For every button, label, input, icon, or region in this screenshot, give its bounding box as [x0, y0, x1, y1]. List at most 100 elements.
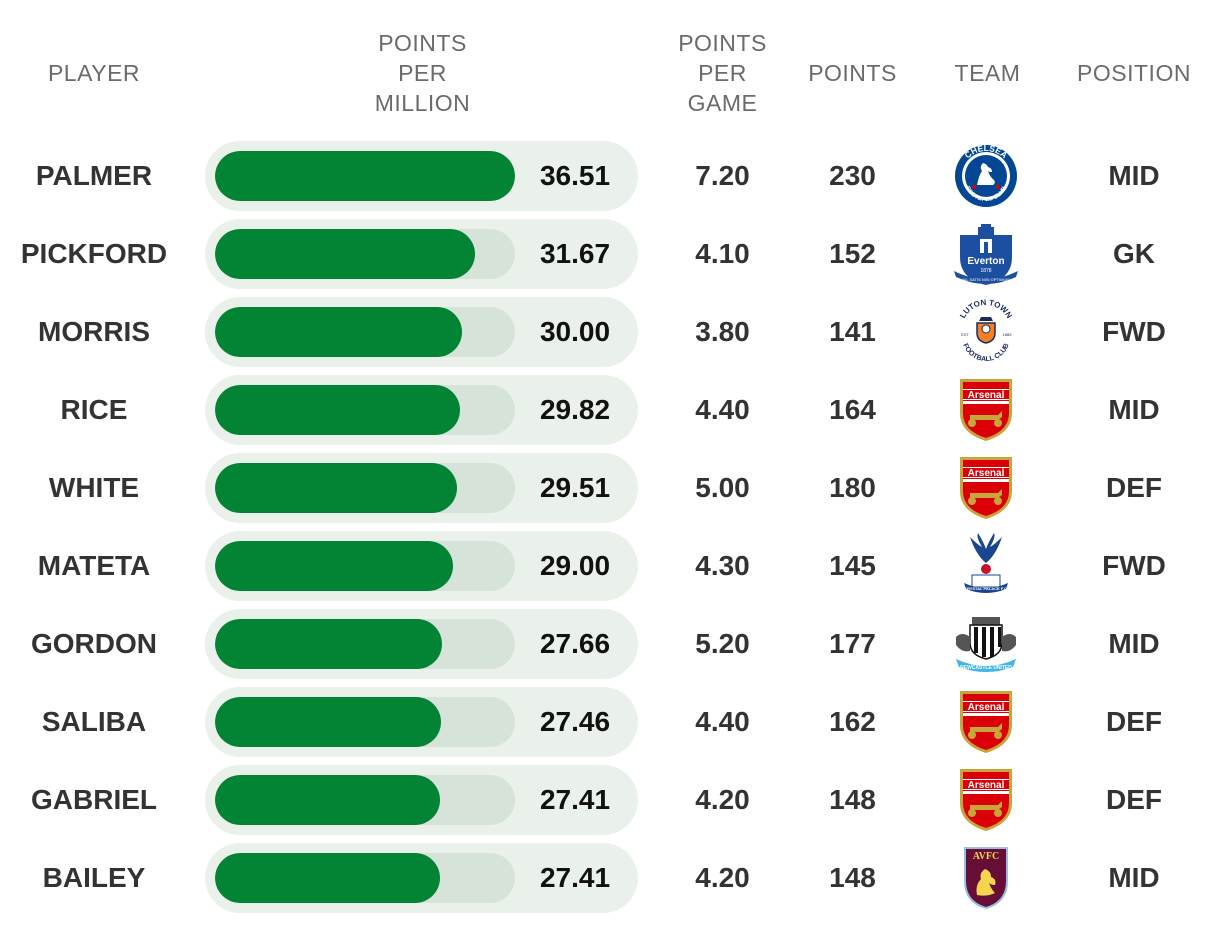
points-per-game-value: 4.40 [695, 394, 750, 425]
ppm-bar-fill [215, 697, 441, 747]
ppm-bar-fill [215, 229, 476, 279]
everton-crest-icon: Everton 1878 NIL SATIS NISI OPTIMUM [950, 221, 1022, 287]
points-value: 148 [829, 784, 876, 815]
points-value: 164 [829, 394, 876, 425]
player-name: MORRIS [38, 316, 150, 347]
ppm-bar-fill [215, 775, 441, 825]
points-value: 145 [829, 550, 876, 581]
ppm-bar-background: 27.41 [205, 843, 638, 913]
arsenal-crest-icon: Arsenal [950, 455, 1022, 521]
svg-text:1878: 1878 [980, 268, 991, 274]
svg-text:FOOTBALL CLUB: FOOTBALL CLUB [961, 343, 1010, 364]
ppm-value: 29.51 [539, 472, 611, 503]
chelsea-crest-icon: CHELSEA FOOTBALL CLUB [950, 143, 1022, 209]
ppm-value: 30.00 [539, 316, 611, 347]
ppm-value: 36.51 [539, 160, 611, 191]
ppm-bar-fill [215, 307, 462, 357]
ppm-bar-fill [215, 541, 454, 591]
ppm-bar-background: 31.67 [205, 219, 638, 289]
ppm-bar-background: 27.41 [205, 765, 638, 835]
position-value: MID [1108, 394, 1160, 425]
aston-villa-crest-icon: AVFC [950, 845, 1022, 911]
points-per-game-value: 4.10 [695, 238, 750, 269]
ppm-bar-track [215, 229, 515, 279]
svg-text:AVFC: AVFC [973, 851, 999, 862]
table-row: WHITE 29.51 5.00 180 Arsenal DEF [0, 453, 1214, 523]
position-value: MID [1108, 160, 1160, 191]
points-per-game-value: 4.20 [695, 862, 750, 893]
ppm-bar-fill [215, 853, 441, 903]
ppm-bar-background: 30.00 [205, 297, 638, 367]
points-value: 177 [829, 628, 876, 659]
header-player: PLAYER [47, 60, 141, 86]
table-row: RICE 29.82 4.40 164 Arsenal MID [0, 375, 1214, 445]
player-name: BAILEY [42, 862, 146, 893]
header-position: POSITION [1077, 60, 1191, 86]
ppm-bar-track [215, 151, 515, 201]
points-per-game-value: 3.80 [695, 316, 750, 347]
table-row: GORDON 27.66 5.20 177 NEWCASTLE UNITED M… [0, 609, 1214, 679]
luton-town-crest-icon: LUTON TOWN FOOTBALL CLUB EST 1885 [950, 299, 1022, 365]
ppm-value: 31.67 [539, 238, 611, 269]
header-points-per-game: POINTS PER GAME [678, 30, 767, 116]
ppm-bar-background: 29.51 [205, 453, 638, 523]
ppm-bar-track [215, 853, 515, 903]
table-row: BAILEY 27.41 4.20 148 AVFC MID [0, 843, 1214, 913]
ppm-bar-background: 27.66 [205, 609, 638, 679]
header-points: POINTS [808, 60, 897, 86]
player-name: RICE [60, 394, 128, 425]
ppm-value: 27.66 [539, 628, 611, 659]
position-value: FWD [1102, 550, 1166, 581]
player-name: PICKFORD [20, 238, 168, 269]
ppm-bar-track [215, 775, 515, 825]
position-value: DEF [1106, 472, 1162, 503]
ppm-bar-fill [215, 151, 515, 201]
points-per-game-value: 4.40 [695, 706, 750, 737]
player-name: GORDON [31, 628, 157, 659]
table-row: SALIBA 27.46 4.40 162 Arsenal DEF [0, 687, 1214, 757]
svg-text:Arsenal: Arsenal [968, 390, 1005, 401]
ppm-value: 29.00 [539, 550, 611, 581]
position-value: DEF [1106, 706, 1162, 737]
arsenal-crest-icon: Arsenal [950, 767, 1022, 833]
ppm-bar-track [215, 697, 515, 747]
ppm-value: 29.82 [539, 394, 611, 425]
ppm-bar-track [215, 541, 515, 591]
svg-text:Arsenal: Arsenal [968, 780, 1005, 791]
points-value: 148 [829, 862, 876, 893]
ppm-value: 27.46 [539, 706, 611, 737]
player-name: GABRIEL [31, 784, 157, 815]
points-value: 152 [829, 238, 876, 269]
svg-text:LUTON TOWN: LUTON TOWN [958, 299, 1014, 320]
player-name: SALIBA [41, 706, 147, 737]
position-value: GK [1113, 238, 1155, 269]
position-value: DEF [1106, 784, 1162, 815]
player-name: MATETA [37, 550, 151, 581]
ppm-bar-background: 27.46 [205, 687, 638, 757]
points-value: 180 [829, 472, 876, 503]
ppm-bar-background: 29.82 [205, 375, 638, 445]
points-per-game-value: 5.00 [695, 472, 750, 503]
svg-text:CHELSEA: CHELSEA [963, 143, 1010, 160]
arsenal-crest-icon: Arsenal [950, 689, 1022, 755]
ppm-bar-track [215, 307, 515, 357]
crystal-palace-crest-icon: CRYSTAL PALACE F.C. [950, 533, 1022, 599]
player-name: PALMER [35, 160, 153, 191]
svg-text:Everton: Everton [967, 256, 1004, 267]
ppm-bar-fill [215, 463, 458, 513]
arsenal-crest-icon: Arsenal [950, 377, 1022, 443]
points-per-game-value: 4.20 [695, 784, 750, 815]
table-row: MATETA 29.00 4.30 145 CRYSTAL PALACE F.C… [0, 531, 1214, 601]
ppm-bar-fill [215, 619, 443, 669]
newcastle-crest-icon: NEWCASTLE UNITED [950, 611, 1022, 677]
points-value: 162 [829, 706, 876, 737]
svg-text:EST: EST [961, 332, 969, 337]
table-row: MORRIS 30.00 3.80 141 LUTON TOWN FOOTBALL… [0, 297, 1214, 367]
svg-text:CRYSTAL PALACE F.C.: CRYSTAL PALACE F.C. [964, 586, 1008, 591]
table-row: PALMER 36.51 7.20 230 CHELSEA FOOTBALL CL… [0, 141, 1214, 211]
points-value: 141 [829, 316, 876, 347]
svg-text:NIL SATIS NISI OPTIMUM: NIL SATIS NISI OPTIMUM [962, 277, 1009, 282]
svg-text:NEWCASTLE UNITED: NEWCASTLE UNITED [960, 665, 1012, 671]
position-value: MID [1108, 862, 1160, 893]
ppm-bar-track [215, 619, 515, 669]
